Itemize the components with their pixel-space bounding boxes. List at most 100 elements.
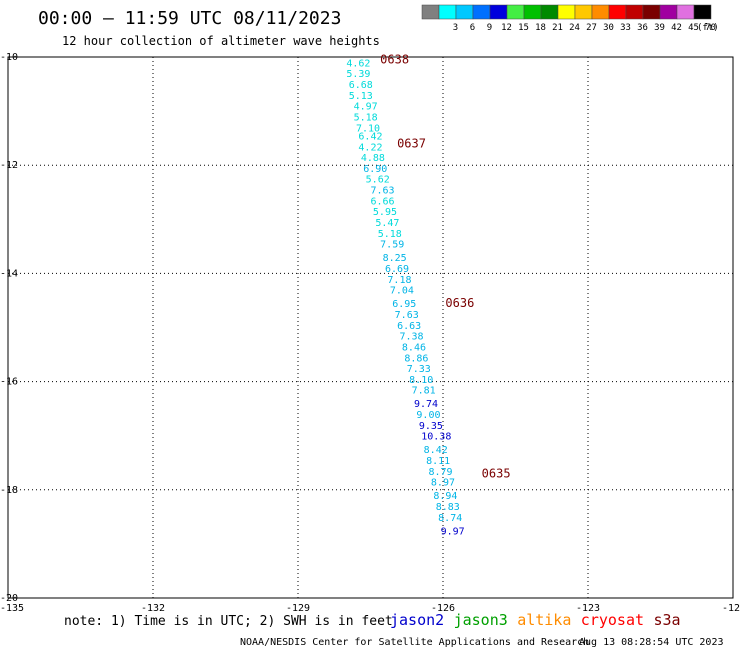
legend-label: 30 (603, 23, 614, 33)
legend-swatch (523, 4, 542, 20)
y-tick-label: -16 (0, 377, 18, 388)
wave-height-value: 9.35 (419, 421, 443, 432)
satellite-name: cryosat (581, 611, 644, 629)
legend-swatch (659, 4, 678, 20)
legend-label: 6 (470, 23, 475, 33)
wave-height-value: 7.04 (390, 286, 414, 297)
wave-height-value: 7.10 (356, 123, 380, 134)
color-legend: 3 6 9 12 15 18 21 24 27 30 33 36 39 42 45 70(ft) (421, 4, 719, 33)
legend-swatch (591, 4, 610, 20)
legend-label: 33 (620, 23, 631, 33)
legend-label: 12 (501, 23, 512, 33)
x-tick-label: -135 (0, 603, 24, 614)
pass-time-label: 0637 (397, 137, 426, 151)
wave-height-value: 6.68 (349, 80, 373, 91)
wave-height-value: 6.90 (363, 164, 387, 175)
wave-height-value: 5.13 (349, 91, 373, 102)
pass-time-label: 0636 (445, 296, 474, 310)
y-tick-label: -14 (0, 268, 18, 279)
wave-height-value: 4.22 (358, 142, 382, 153)
wave-height-value: 8.74 (438, 513, 462, 524)
wave-height-value: 8.10 (409, 375, 433, 386)
legend-label: 24 (569, 23, 580, 33)
wave-height-value: 4.88 (361, 153, 385, 164)
y-tick-label: -10 (0, 52, 18, 63)
satellite-name: altika (517, 611, 571, 629)
wave-height-value: 7.63 (371, 186, 395, 197)
wave-height-value: 5.62 (366, 175, 390, 186)
plot-frame (7, 56, 734, 599)
wave-height-value: 5.47 (375, 218, 399, 229)
legend-label: 39 (654, 23, 665, 33)
legend-label: 21 (552, 23, 563, 33)
legend-swatch (608, 4, 627, 20)
wave-height-value: 7.33 (407, 364, 431, 375)
x-tick-label: -132 (141, 603, 165, 614)
wave-height-value: 7.81 (412, 386, 436, 397)
wave-height-value: 8.11 (426, 456, 450, 467)
pass-time-label: 0635 (482, 467, 511, 481)
legend-swatch (506, 4, 525, 20)
wave-height-value: 7.38 (400, 332, 424, 343)
legend-unit: (ft) (697, 23, 719, 33)
satellite-name: jason3 (454, 611, 508, 629)
legend-swatch (625, 4, 644, 20)
wave-height-value: 6.69 (385, 264, 409, 275)
wave-height-value: 6.95 (392, 299, 416, 310)
legend-swatch (472, 4, 491, 20)
legend-swatch (676, 4, 695, 20)
chart-title: 00:00 – 11:59 UTC 08/11/2023 (38, 8, 341, 29)
pass-time-labels: 0638 0637 0636 0635 (380, 53, 510, 481)
wave-height-value: 9.97 (441, 526, 465, 537)
wave-height-value: 4.62 (346, 58, 370, 69)
wave-height-value: 9.00 (416, 410, 440, 421)
legend-swatch (438, 4, 457, 20)
legend-swatch (574, 4, 593, 20)
wave-height-value: 7.59 (380, 240, 404, 251)
footer-timestamp: Aug 13 08:28:54 UTC 2023 (579, 637, 724, 648)
legend-label: 15 (518, 23, 529, 33)
satellite-name: jason2 (390, 611, 444, 629)
grid-lines (8, 57, 733, 598)
legend-label: 3 (453, 23, 458, 33)
legend-swatch (540, 4, 559, 20)
wave-height-value: 6.63 (397, 321, 421, 332)
pass-time-label: 0638 (380, 53, 409, 67)
wave-height-value: 6.42 (358, 131, 382, 142)
wave-height-value: 10.38 (421, 432, 451, 443)
wave-height-value: 8.25 (383, 253, 407, 264)
note-text: note: 1) Time is in UTC; 2) SWH is in fe… (64, 614, 393, 629)
tick-labels: -135 -132 -129 -126 -123 -12 -10 -12 -14 -16 -18 -2… (0, 52, 740, 614)
x-tick-label: -123 (576, 603, 600, 614)
wave-height-value: 6.66 (371, 196, 395, 207)
legend-swatch (455, 4, 474, 20)
legend-swatch (557, 4, 576, 20)
y-tick-label: -20 (0, 593, 18, 604)
legend-swatch (642, 4, 661, 20)
chart-subtitle: 12 hour collection of altimeter wave hei… (62, 34, 380, 48)
wave-height-value: 8.46 (402, 342, 426, 353)
x-tick-label: -126 (431, 603, 455, 614)
legend-label: 9 (487, 23, 492, 33)
legend-label: 27 (586, 23, 597, 33)
wave-height-value: 8.83 (436, 502, 460, 513)
legend-label: 18 (535, 23, 546, 33)
wave-height-value: 8.97 (431, 478, 455, 489)
satellite-name: s3a (654, 611, 681, 629)
legend-swatch (421, 4, 440, 20)
wave-height-value: 8.86 (404, 353, 428, 364)
satellite-legend: jason2 jason3 altika cryosat s3a (390, 611, 681, 629)
wave-height-value: 4.97 (354, 102, 378, 113)
y-tick-label: -12 (0, 160, 18, 171)
wave-height-value: 5.18 (354, 113, 378, 124)
y-tick-label: -18 (0, 485, 18, 496)
x-tick-label: -129 (286, 603, 310, 614)
wave-height-value: 7.18 (387, 275, 411, 286)
legend-label: 42 (671, 23, 682, 33)
wave-height-value: 9.74 (414, 399, 438, 410)
wave-height-value: 8.79 (429, 467, 453, 478)
wave-height-value: 7.63 (395, 310, 419, 321)
wave-height-value: 5.39 (346, 69, 370, 80)
wave-height-value: 8.42 (424, 445, 448, 456)
